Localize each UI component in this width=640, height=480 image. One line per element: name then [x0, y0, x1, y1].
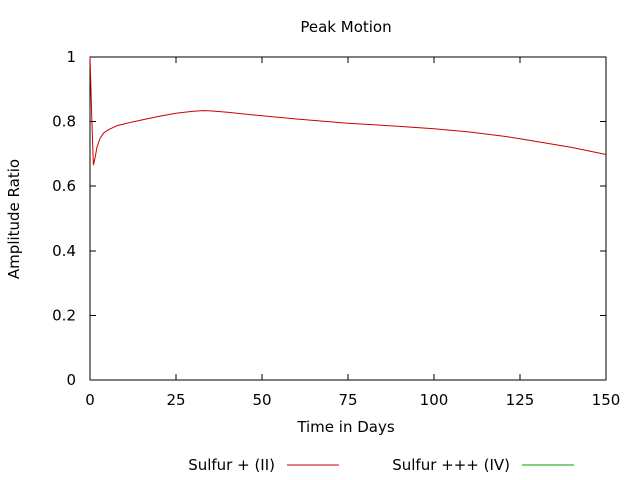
y-tick-label: 0	[66, 371, 76, 389]
x-tick-label: 125	[506, 391, 535, 409]
x-tick-label: 50	[252, 391, 271, 409]
x-tick-label: 150	[592, 391, 621, 409]
legend-label-series-2: Sulfur +++ (IV)	[392, 456, 510, 474]
series-lines	[89, 56, 607, 166]
y-tick-label: 0.4	[52, 242, 76, 260]
y-tick-label: 1	[66, 48, 76, 66]
x-tick-label: 75	[338, 391, 357, 409]
y-tick-label: 0.8	[52, 113, 76, 131]
x-axis-ticks: 0 25 50 75 100 125 150	[85, 57, 620, 409]
legend-label-series-1: Sulfur + (II)	[188, 456, 275, 474]
x-tick-label: 0	[85, 391, 95, 409]
x-tick-label: 100	[420, 391, 449, 409]
x-tick-label: 25	[166, 391, 185, 409]
y-axis-ticks: 0 0.2 0.4 0.6 0.8 1	[52, 48, 606, 389]
series-line-1	[89, 56, 607, 166]
y-tick-label: 0.6	[52, 177, 76, 195]
chart-title: Peak Motion	[300, 18, 391, 36]
legend: Sulfur + (II) Sulfur +++ (IV)	[188, 456, 574, 474]
y-axis-label: Amplitude Ratio	[5, 159, 23, 279]
y-tick-label: 0.2	[52, 306, 76, 324]
x-axis-label: Time in Days	[296, 418, 395, 436]
